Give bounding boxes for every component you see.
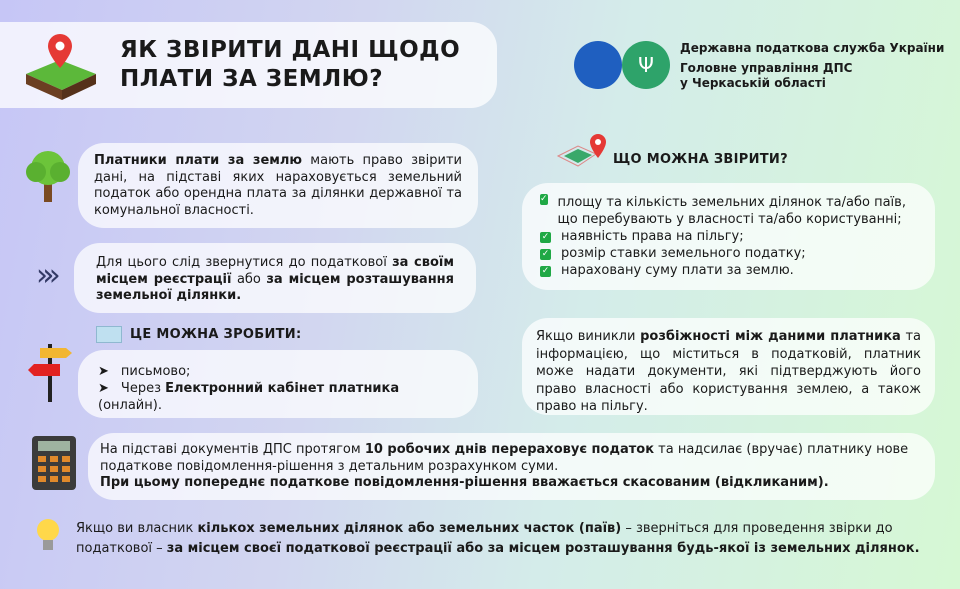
payers-right-block: Платники плати за землю мають право звір…: [78, 143, 478, 228]
check-item: ✓ розмір ставки земельного податку;: [540, 246, 806, 261]
check-heading: ЩО МОЖНА ЗВІРИТИ?: [613, 152, 788, 167]
checkbox-icon: ✓: [540, 249, 551, 260]
checkable-items-list: ✓ площу та кількість земельних ділянок та…: [522, 183, 935, 290]
calculator-icon: [32, 436, 76, 490]
land-plot-icon: [26, 34, 96, 100]
checkbox-icon: ✓: [540, 232, 551, 243]
methods-block: ➤ письмово; ➤ Через Електронний кабінет пл…: [78, 350, 478, 418]
tree-icon: [26, 151, 70, 202]
organization-name: Державна податкова служба України Головне…: [680, 41, 945, 90]
checkbox-icon: ✓: [540, 194, 548, 205]
discrepancy-block: Якщо виникли розбіжності між даними плат…: [522, 318, 935, 415]
trident-icon: Ψ: [622, 41, 670, 89]
where-to-apply-block: Для цього слід звернутися до податкової …: [74, 243, 476, 313]
method-item: ➤ письмово;: [98, 364, 191, 379]
recalculation-block: На підставі документів ДПС протягом 10 р…: [88, 433, 935, 500]
double-chevron-icon: »»: [36, 258, 60, 293]
check-item: ✓ наявність права на пільгу;: [540, 229, 744, 244]
check-item: ✓ нараховану суму плати за землю.: [540, 263, 794, 278]
how-heading: ЦЕ МОЖНА ЗРОБИТИ:: [130, 327, 302, 342]
logo-blue-circle: [574, 41, 622, 89]
signpost-icon: [28, 344, 72, 402]
map-pin-icon: [556, 134, 606, 167]
checkbox-icon: ✓: [540, 266, 551, 277]
lightbulb-icon: [37, 519, 59, 550]
page-title: ЯК ЗВІРИТИ ДАНІ ЩОДО ПЛАТИ ЗА ЗЕМЛЮ?: [120, 37, 461, 92]
title-banner: ЯК ЗВІРИТИ ДАНІ ЩОДО ПЛАТИ ЗА ЗЕМЛЮ?: [0, 22, 497, 108]
method-item: ➤ Через Електронний кабінет платника (онл…: [98, 381, 400, 413]
envelope-icon: [96, 326, 122, 343]
tip-text: Якщо ви власник кількох земельних діляно…: [76, 521, 920, 556]
check-item: ✓ площу та кількість земельних ділянок та…: [540, 194, 906, 227]
